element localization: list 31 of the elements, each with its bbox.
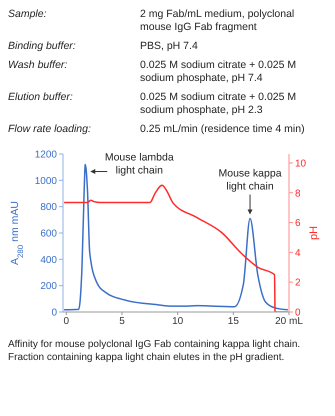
x-tick-label: 15: [228, 316, 240, 328]
text: Affinity for mouse polyclonal IgG Fab containing kappa light chain. Fraction containing kappa light chain elutes in the pH gradient.: [8, 338, 302, 364]
annotation: Mouse kappa light chain: [218, 168, 282, 193]
text: 2 mg Fab/mL medium, polyclonal mouse IgG Fab fragment: [140, 8, 296, 35]
y-tick-label: 1200: [34, 150, 58, 161]
y2-tick-label: 6: [295, 218, 301, 230]
y2-axis-title: pH: [308, 226, 320, 240]
y2-tick-label: 10: [295, 158, 307, 170]
y-tick-label: 1000: [34, 176, 58, 187]
text: Binding buffer:: [8, 40, 77, 54]
y2-tick-label: 2: [295, 278, 301, 289]
text: 0.025 M sodium citrate + 0.025 M sodium phosphate, pH 7.4: [140, 59, 298, 86]
x-tick-label: 5: [119, 316, 126, 328]
y2-tick-label: 8: [295, 188, 301, 200]
text: Elution buffer:: [8, 91, 74, 105]
text: Sample:: [8, 8, 48, 22]
text: 0.25 mL/min (residence time 4 min): [140, 123, 306, 137]
text: Wash buffer:: [8, 59, 68, 73]
x-tick-label: 20 mL: [275, 316, 304, 328]
y-tick-label: 400: [40, 254, 58, 266]
text: PBS, pH 7.4: [140, 40, 199, 54]
x-tick-label: 0: [64, 316, 70, 328]
annotation: Mouse lambda light chain: [104, 152, 174, 177]
x-tick-label: 10: [172, 316, 184, 328]
y-tick-label: 800: [40, 202, 58, 214]
y-tick-label: 200: [40, 281, 58, 292]
y-tick-label: 0: [51, 308, 58, 319]
text: Flow rate loading:: [8, 123, 92, 137]
y2-tick-label: 4: [295, 248, 301, 259]
text: 0.025 M sodium citrate + 0.025 M sodium phosphate, pH 2.3: [140, 91, 298, 118]
y-tick-label: 600: [40, 228, 58, 240]
